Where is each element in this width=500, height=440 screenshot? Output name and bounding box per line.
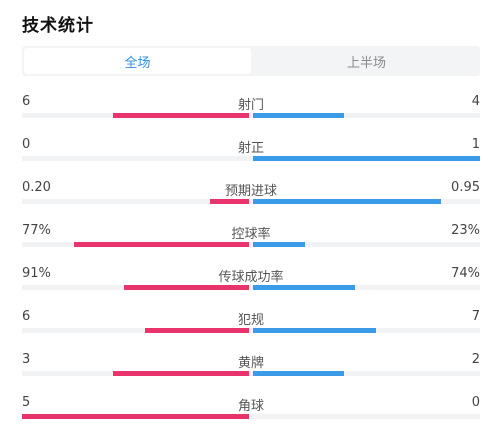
away-bar	[253, 371, 344, 376]
away-bar	[253, 285, 355, 290]
home-bar	[22, 414, 249, 419]
away-bar	[253, 242, 305, 247]
away-value: 2	[471, 352, 480, 367]
home-bar	[113, 371, 249, 376]
stat-row: 6 射门 4	[22, 94, 480, 118]
stat-track	[22, 156, 480, 161]
tab-first-half[interactable]: 上半场	[346, 55, 386, 71]
stat-row: 6 犯规 7	[22, 309, 480, 333]
away-value: 23%	[451, 223, 480, 238]
stat-label: 控球率	[231, 227, 271, 242]
away-value: 0	[471, 395, 480, 410]
stat-row: 3 黄牌 2	[22, 352, 480, 376]
home-value: 6	[22, 94, 31, 109]
stat-row: 5 角球 0	[22, 395, 480, 419]
stat-label: 预期进球	[224, 184, 277, 199]
stat-track	[22, 414, 480, 419]
stat-track	[22, 199, 480, 204]
home-bar	[145, 328, 249, 333]
home-value: 5	[22, 395, 31, 410]
tab-full-match[interactable]: 全场	[24, 48, 251, 74]
stat-track	[22, 242, 480, 247]
home-value: 0	[22, 137, 31, 152]
period-tabs: 全场 上半场	[22, 46, 480, 76]
home-value: 3	[22, 352, 31, 367]
away-value: 0.95	[451, 180, 480, 195]
home-value: 77%	[22, 223, 51, 238]
away-value: 7	[471, 309, 480, 324]
away-bar	[253, 113, 344, 118]
home-bar	[210, 199, 249, 204]
home-bar	[113, 113, 249, 118]
stat-track	[22, 328, 480, 333]
page-title: 技术统计	[22, 16, 94, 36]
stat-row: 91% 传球成功率 74%	[22, 266, 480, 290]
away-value: 74%	[451, 266, 480, 281]
stat-label: 黄牌	[237, 356, 264, 371]
home-value: 6	[22, 309, 31, 324]
stat-row: 0.20 预期进球 0.95	[22, 180, 480, 204]
home-value: 0.20	[22, 180, 51, 195]
stat-row: 77% 控球率 23%	[22, 223, 480, 247]
stat-row: 0 射正 1	[22, 137, 480, 161]
stat-track	[22, 371, 480, 376]
away-bar	[253, 156, 480, 161]
away-bar	[253, 328, 376, 333]
stat-track	[22, 285, 480, 290]
home-bar	[124, 285, 249, 290]
stat-label: 角球	[237, 399, 264, 414]
stat-label: 传球成功率	[218, 270, 284, 285]
away-value: 1	[471, 137, 480, 152]
stat-label: 射门	[237, 98, 264, 113]
stat-label: 射正	[237, 141, 264, 156]
home-bar	[74, 242, 249, 247]
stat-label: 犯规	[237, 313, 264, 328]
stat-track	[22, 113, 480, 118]
away-bar	[253, 199, 441, 204]
home-value: 91%	[22, 266, 51, 281]
away-value: 4	[471, 94, 480, 109]
